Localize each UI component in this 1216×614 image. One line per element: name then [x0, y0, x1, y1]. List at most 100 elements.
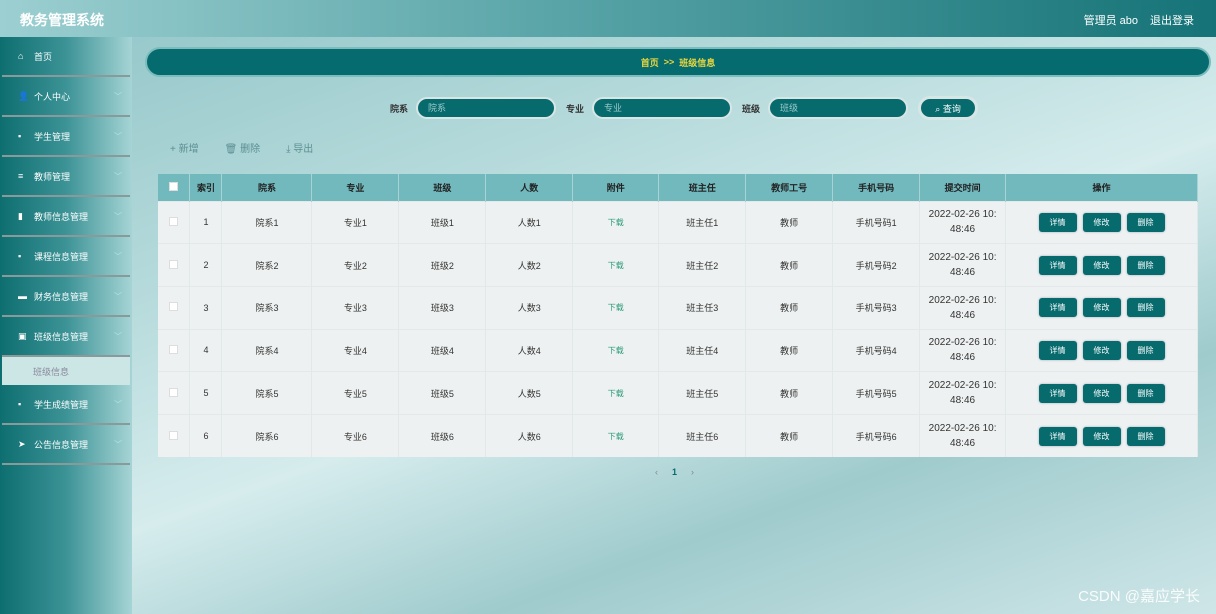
- add-button[interactable]: + 新增: [170, 144, 199, 155]
- select-all-checkbox[interactable]: [169, 181, 179, 191]
- chevron-down-icon: ﹀: [114, 439, 122, 449]
- delete-row-button[interactable]: 删除: [1126, 426, 1165, 446]
- table-row: 1 院系1 专业1 班级1 人数1 下载 班主任1 教师 手机号码1 2022-02-26 10:…: [158, 200, 1198, 244]
- sidebar-item-3[interactable]: ≡ 教师管理 ﹀: [2, 157, 130, 197]
- table-cell: 6: [189, 413, 223, 458]
- export-button[interactable]: ⤓ 导出: [286, 144, 314, 155]
- attachment-cell: 下载: [572, 200, 660, 244]
- column-header: 班主任: [658, 174, 747, 201]
- table-cell: 2022-02-26 10:48:46: [919, 285, 1007, 330]
- edit-button[interactable]: 修改: [1082, 298, 1121, 318]
- table-cell: 班主任4: [658, 328, 747, 372]
- table-cell: 院系2: [221, 243, 313, 287]
- download-link[interactable]: 下载: [607, 431, 624, 441]
- column-header: 手机号码: [832, 174, 921, 201]
- sidebar-item-label: 公告信息管理: [34, 439, 89, 450]
- actions-cell: 详情 修改 删除: [1005, 413, 1198, 458]
- major-label: 专业: [566, 103, 585, 114]
- row-checkbox[interactable]: [169, 387, 179, 397]
- table-cell: 2022-02-26 10:48:46: [919, 328, 1007, 372]
- sidebar-item-0[interactable]: ⌂ 首页: [2, 37, 130, 77]
- table-cell: 1: [189, 200, 223, 244]
- logout-link[interactable]: 退出登录: [1150, 15, 1194, 27]
- delete-row-button[interactable]: 删除: [1126, 340, 1165, 360]
- column-header: 班级: [398, 174, 487, 201]
- breadcrumb-home[interactable]: 首页: [640, 57, 659, 68]
- table-cell: 教师: [745, 243, 834, 287]
- download-link[interactable]: 下载: [607, 345, 624, 355]
- delete-row-button[interactable]: 删除: [1126, 255, 1165, 275]
- delete-row-button[interactable]: 删除: [1126, 212, 1165, 232]
- sidebar-item-8[interactable]: ▪ 学生成绩管理 ﹀: [2, 385, 130, 425]
- sidebar-item-2[interactable]: ▪ 学生管理 ﹀: [2, 117, 130, 157]
- download-link[interactable]: 下载: [607, 217, 624, 227]
- row-checkbox[interactable]: [169, 259, 179, 269]
- next-page-button[interactable]: ›: [691, 467, 695, 477]
- row-checkbox[interactable]: [169, 302, 179, 312]
- major-input[interactable]: [592, 97, 733, 119]
- detail-button[interactable]: 详情: [1038, 212, 1077, 232]
- page-1-button[interactable]: 1: [672, 467, 678, 477]
- detail-button[interactable]: 详情: [1038, 383, 1077, 403]
- search-icon: ⌕: [935, 103, 943, 114]
- column-header: 院系: [221, 174, 313, 201]
- sidebar-item-label: 教师管理: [34, 171, 71, 182]
- detail-button[interactable]: 详情: [1038, 340, 1077, 360]
- actions-cell: 详情 修改 删除: [1005, 200, 1198, 244]
- table-cell: 教师: [745, 371, 834, 415]
- table-cell: 手机号码3: [832, 285, 921, 330]
- search-button[interactable]: ⌕ 查询: [918, 96, 979, 120]
- column-header: 操作: [1005, 174, 1198, 201]
- table-cell: 手机号码1: [832, 200, 921, 244]
- table-cell: 专业6: [311, 413, 400, 458]
- download-link[interactable]: 下载: [607, 303, 624, 313]
- delete-row-button[interactable]: 删除: [1126, 298, 1165, 318]
- table-cell: 院系1: [221, 200, 313, 244]
- chevron-down-icon: ﹀: [114, 399, 122, 409]
- watermark: CSDN @嘉应学长: [1078, 588, 1200, 605]
- row-checkbox[interactable]: [169, 216, 179, 226]
- edit-button[interactable]: 修改: [1082, 426, 1121, 446]
- download-link[interactable]: 下载: [607, 388, 624, 398]
- detail-button[interactable]: 详情: [1038, 298, 1077, 318]
- sidebar-item-6[interactable]: ▬ 财务信息管理 ﹀: [2, 277, 130, 317]
- table-cell: 院系3: [221, 285, 313, 330]
- edit-button[interactable]: 修改: [1082, 212, 1121, 232]
- sidebar-item-7[interactable]: ▣ 班级信息管理 ﹀: [2, 317, 130, 357]
- table-cell: 人数5: [485, 371, 574, 415]
- sidebar-item-label: 学生成绩管理: [34, 399, 89, 410]
- user-icon: 👤: [18, 90, 30, 101]
- delete-row-button[interactable]: 删除: [1126, 383, 1165, 403]
- sidebar-item-5[interactable]: ▪ 课程信息管理 ﹀: [2, 237, 130, 277]
- download-link[interactable]: 下载: [607, 260, 624, 270]
- prev-page-button[interactable]: ‹: [655, 467, 658, 477]
- actions-cell: 详情 修改 删除: [1005, 243, 1198, 287]
- sidebar-item-4[interactable]: ▮ 教师信息管理 ﹀: [2, 197, 130, 237]
- table-cell: 教师: [745, 200, 834, 244]
- row-checkbox[interactable]: [169, 344, 179, 354]
- sidebar-item-9[interactable]: ➤ 公告信息管理 ﹀: [2, 425, 130, 465]
- attachment-cell: 下载: [572, 328, 660, 372]
- edit-button[interactable]: 修改: [1082, 255, 1121, 275]
- chevron-down-icon: ﹀: [114, 91, 122, 101]
- detail-button[interactable]: 详情: [1038, 255, 1077, 275]
- table-cell: 专业1: [311, 200, 400, 244]
- department-input[interactable]: [416, 97, 557, 119]
- table-cell: 2022-02-26 10:48:46: [919, 243, 1007, 287]
- table-row: 5 院系5 专业5 班级5 人数5 下载 班主任5 教师 手机号码5 2022-02-26 10:…: [158, 371, 1198, 415]
- sidebar-item-label: 班级信息管理: [34, 331, 89, 342]
- class-input[interactable]: [768, 97, 909, 119]
- sidebar-subitem-class-info[interactable]: 班级信息: [2, 357, 130, 385]
- attachment-cell: 下载: [572, 371, 660, 415]
- sidebar-item-1[interactable]: 👤 个人中心 ﹀: [2, 77, 130, 117]
- row-checkbox-cell: [158, 328, 191, 372]
- row-checkbox-cell: [158, 285, 191, 330]
- grid-icon: ▪: [18, 399, 22, 409]
- delete-button[interactable]: 🗑 删除: [224, 144, 261, 155]
- edit-button[interactable]: 修改: [1082, 383, 1121, 403]
- table-row: 6 院系6 专业6 班级6 人数6 下载 班主任6 教师 手机号码6 2022-02-26 10:…: [158, 413, 1198, 458]
- detail-button[interactable]: 详情: [1038, 426, 1077, 446]
- edit-button[interactable]: 修改: [1082, 340, 1121, 360]
- row-checkbox[interactable]: [169, 430, 179, 440]
- column-header: 附件: [572, 174, 660, 201]
